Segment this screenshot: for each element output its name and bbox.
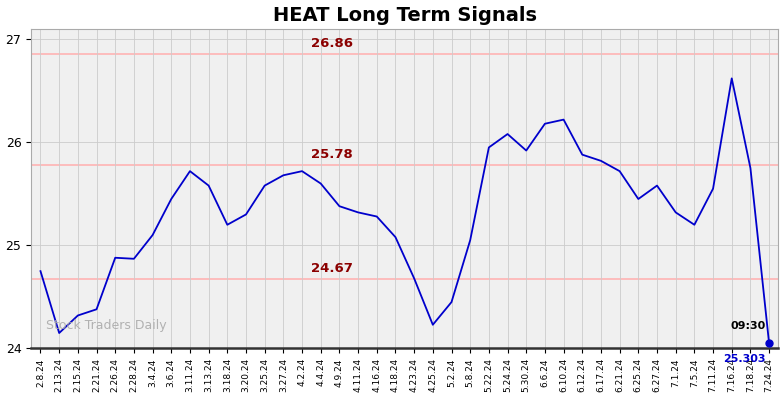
Text: 26.86: 26.86	[311, 37, 353, 49]
Title: HEAT Long Term Signals: HEAT Long Term Signals	[273, 6, 537, 25]
Text: 25.303: 25.303	[723, 354, 765, 364]
Text: Stock Traders Daily: Stock Traders Daily	[46, 320, 167, 332]
Text: 09:30: 09:30	[730, 321, 765, 331]
Text: 25.78: 25.78	[311, 148, 353, 161]
Text: 24.67: 24.67	[311, 262, 353, 275]
